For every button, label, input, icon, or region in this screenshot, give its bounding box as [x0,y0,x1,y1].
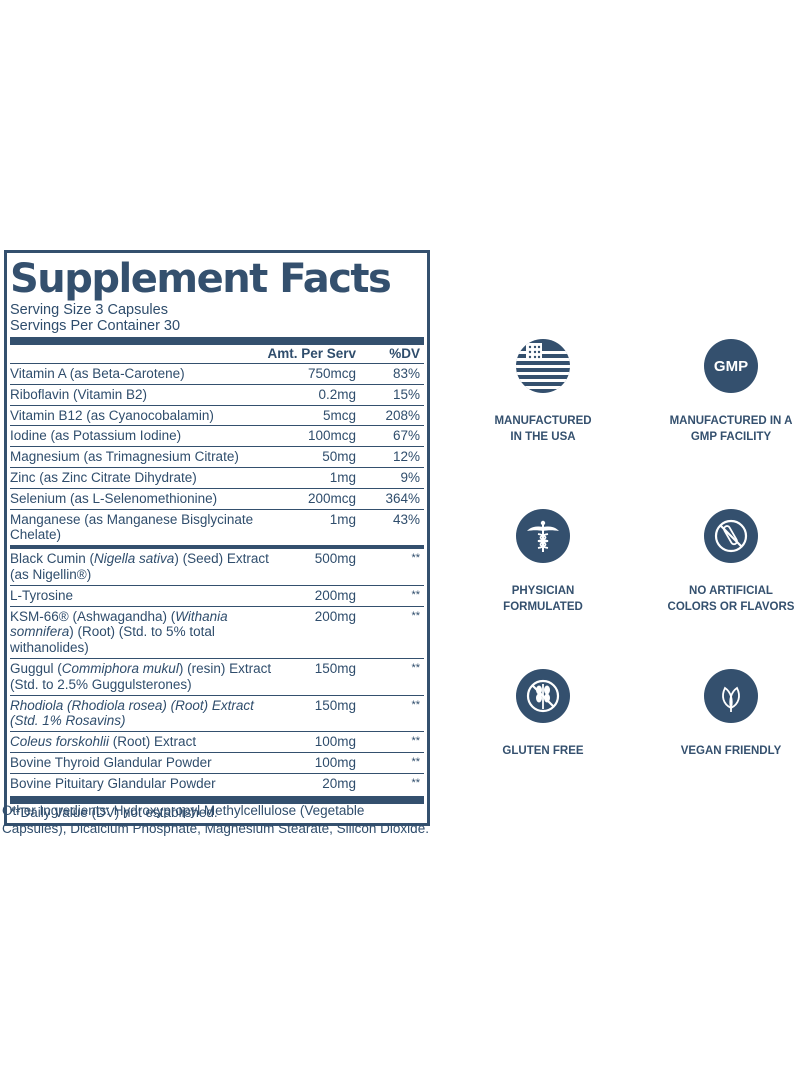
table-row: Manganese (as Manganese Bisglycinate Che… [10,511,420,543]
badge-no-artificial: NO ARTIFICIAL COLORS OR FLAVORS [646,509,800,615]
no-test-tube-icon [704,509,758,563]
caduceus-icon [516,509,570,563]
table-row: Iodine (as Potassium Iodine) 100mcg 67% [10,426,424,448]
table-row: Rhodiola (Rhodiola rosea) (Root) Extract… [10,696,424,733]
table-row: Bovine Thyroid Glandular Powder 100mg ** [10,753,424,774]
dv-footnote: **Daily Value (DV) not established. [10,804,218,820]
badge-label: NO ARTIFICIAL COLORS OR FLAVORS [667,585,795,613]
badge-label: VEGAN FRIENDLY [680,745,782,757]
vitamin-rows: Vitamin A (as Beta-Carotene) 750mcg 83% Ri… [10,364,424,545]
badge-physician: PHYSICIAN FORMULATED [458,509,628,615]
amount-header: Amt. Per Serv [267,346,356,361]
table-row: Black Cumin (Nigella sativa) (Seed) Extr… [10,549,424,586]
badge-vegan: VEGAN FRIENDLY [646,669,800,759]
table-row: KSM-66® (Ashwagandha) (Withania somnifer… [10,607,424,659]
table-row: Vitamin B12 (as Cyanocobalamin) 5mcg 208% [10,406,424,427]
table-row: L-Tyrosine 200mg ** [10,586,424,607]
badge-label: MANUFACTURED IN THE USA [494,415,592,443]
no-wheat-icon [516,669,570,723]
gmp-icon: GMP [704,339,758,393]
table-row: Vitamin A (as Beta-Carotene) 750mcg 83% [10,364,424,385]
leaf-icon [704,669,758,723]
badge-label: GLUTEN FREE [502,745,584,757]
supplement-facts-panel: Supplement Facts Serving Size 3 Capsules… [4,250,430,826]
servings-per-container: Servings Per Container 30 [10,318,181,334]
herbal-rows: Black Cumin (Nigella sativa) (Seed) Extr… [10,549,424,793]
badge-gluten-free: GLUTEN FREE [458,669,628,759]
facts-header-row: Amt. Per Serv %DV [10,345,424,364]
table-row: Bovine Pituitary Glandular Powder 20mg ** [10,775,420,791]
table-row: Guggul (Commiphora mukul) (resin) Extrac… [10,659,424,696]
serving-size: Serving Size 3 Capsules [10,302,168,318]
table-row: Zinc (as Zinc Citrate Dihydrate) 1mg 9% [10,468,424,489]
badge-usa: MANUFACTURED IN THE USA [458,339,628,445]
table-row: Selenium (as L-Selenomethionine) 200mcg 36… [10,489,424,510]
table-row: Magnesium (as Trimagnesium Citrate) 50mg 1… [10,447,424,468]
usa-flag-icon [516,339,570,393]
dv-header: %DV [389,346,420,361]
table-row: Coleus forskohlii (Root) Extract 100mg ** [10,732,424,753]
facts-title: Supplement Facts [10,256,392,302]
facts-divider-bottom [10,795,424,804]
facts-divider-thick [10,337,424,345]
facts-divider-medium [10,545,424,550]
badge-gmp: GMP MANUFACTURED IN A GMP FACILITY [646,339,800,445]
badge-label: PHYSICIAN FORMULATED [503,585,583,613]
badge-label: MANUFACTURED IN A GMP FACILITY [669,415,793,443]
other-ingredients: Other Ingredients: Hydroxypropyl Methylc… [2,803,429,836]
table-row: Riboflavin (Vitamin B2) 0.2mg 15% [10,385,424,406]
